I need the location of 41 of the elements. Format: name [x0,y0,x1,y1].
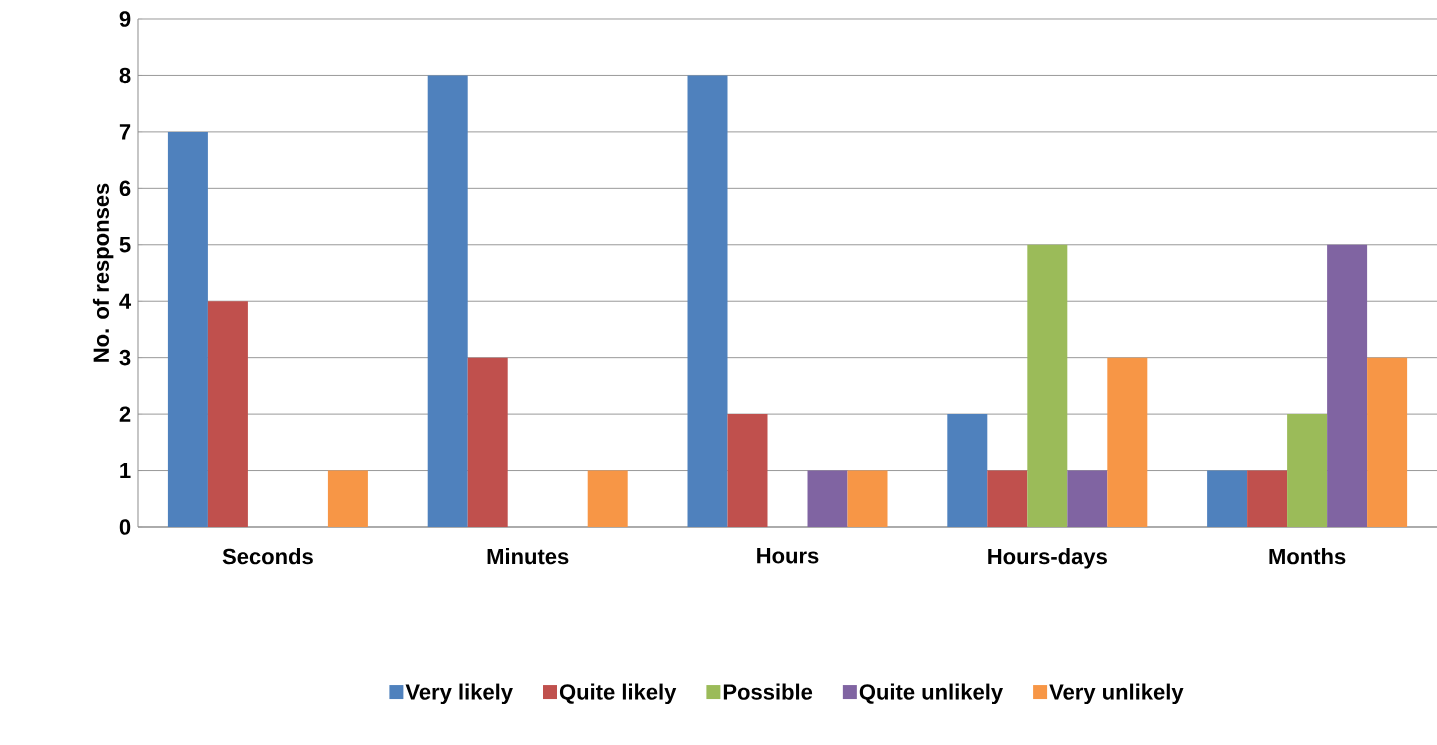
bar [727,414,768,527]
y-tick-label: 9 [119,11,131,27]
y-axis-title: No. of responses [92,183,114,362]
y-tick-label: 2 [119,406,131,422]
x-tick-label: Seconds [222,548,313,565]
bar [167,131,208,527]
y-tick-label: 3 [119,349,131,366]
legend-label: Very unlikely [1049,683,1184,705]
bar [207,301,248,527]
bar [847,470,888,527]
bar [1067,470,1108,527]
bar [1287,414,1328,527]
y-tick-label: 4 [119,293,132,309]
bar [1027,244,1068,527]
bar [1327,244,1368,527]
x-tick-label: Hours-days [988,548,1107,569]
bar [327,470,368,527]
legend-label: Very likely [405,683,513,705]
x-tick-label: Months [1269,548,1346,565]
legend-label: Quite likely [559,683,677,705]
y-tick-label: 5 [119,237,131,253]
bar [687,75,728,527]
legend-label: Quite unlikely [859,683,1003,705]
bar [947,414,988,527]
y-tick-label: 6 [119,180,131,197]
y-tick-label: 7 [119,124,131,140]
bar [1247,470,1288,527]
y-tick-label: 8 [119,67,131,84]
y-tick-label: 0 [119,519,131,535]
x-tick-label: Minutes [487,548,569,565]
y-tick-label: 1 [120,462,131,479]
bar [807,470,848,527]
bar [987,470,1028,527]
legend-label: Possible [723,683,813,700]
bar [427,75,468,527]
x-tick-label: Hours [757,548,819,564]
bar [1367,357,1408,527]
bar [587,470,628,527]
bar [467,357,508,527]
bar [1207,470,1248,527]
bar [1107,357,1148,527]
